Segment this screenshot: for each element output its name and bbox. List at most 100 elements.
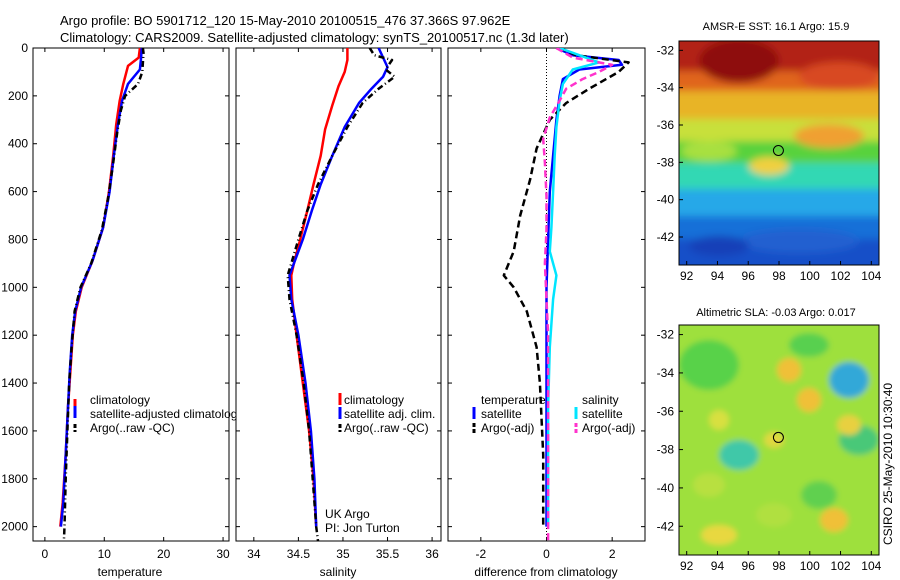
y-tick-label: -36 [657,404,675,418]
temperature-y-ticks: 0 200 400 600 800 1000 1200 1400 1600 1800 2000 [1,41,229,534]
salinity-axes-box [235,47,442,542]
legend-label: satellite adj. clim. [344,407,435,421]
x-tick-label: 34.5 [287,547,311,561]
x-tick-label: 94 [711,269,725,283]
salinity-annotation: UK Argo [325,507,370,521]
y-tick-label: 200 [8,89,28,103]
series-line-satellite-adj-clim- [288,48,389,527]
temperature-xlabel: temperature [98,565,163,579]
legend-label: satellite [481,407,522,421]
x-tick-label: 35.5 [376,547,400,561]
y-tick-label: 400 [8,137,28,151]
salinity-y-ticks [236,47,441,528]
x-tick-label: 20 [157,547,171,561]
difference-x-ticks: -2 0 2 [475,48,616,561]
salinity-lines [286,48,396,541]
x-tick-label: 2 [609,547,616,561]
series-line-salinity-satellite [546,48,601,527]
y-tick-label: 1800 [1,472,28,486]
sst-map-title: AMSR-E SST: 16.1 Argo: 15.9 [703,21,850,33]
temperature-x-ticks: 0 10 20 30 [42,48,230,561]
x-tick-label: 100 [800,269,820,283]
temperature-lines [59,48,145,541]
salinity-annotation: PI: Jon Turton [325,521,400,535]
legend-label: climatology [90,393,150,407]
x-tick-label: 0 [543,547,550,561]
x-tick-label: 96 [742,559,756,573]
legend-title-temperature: temperature [481,393,546,407]
y-tick-label: -32 [657,43,675,57]
salinity-panel: 34 34.5 35 35.5 36 salinity climatology sate… [235,47,442,579]
x-tick-label: 98 [772,269,786,283]
legend-label: Argo(..raw -QC) [90,421,175,435]
y-tick-label: -40 [657,193,675,207]
legend-label: satellite-adjusted climatolog [90,407,237,421]
y-tick-label: -42 [657,519,675,533]
series-line-temperature-argo-adj- [502,48,630,527]
x-tick-label: 104 [861,269,881,283]
x-tick-label: 94 [711,559,725,573]
temperature-axes-box [32,47,230,542]
series-line-argo-raw-qc- [62,48,145,541]
side-credit-label: CSIRO 25-May-2010 10:30:40 [881,383,895,545]
salinity-legend: climatology satellite adj. clim. Argo(..… [338,393,435,435]
y-tick-label: -34 [657,366,675,380]
x-tick-label: -2 [475,547,486,561]
difference-xlabel: difference from climatology [474,565,617,579]
y-tick-label: 1600 [1,424,28,438]
y-tick-label: -42 [657,230,675,244]
sst-x-ticks: 92 94 96 98 100 102 104 [680,261,882,283]
sst-heatmap [679,41,879,265]
legend-title-salinity: salinity [582,393,619,407]
x-tick-label: 100 [800,559,820,573]
sla-heatmap [679,325,879,555]
sla-x-ticks: 92 94 96 98 100 102 104 [680,551,882,573]
legend-label: Argo(..raw -QC) [344,421,429,435]
y-tick-label: -34 [657,81,675,95]
x-tick-label: 102 [831,269,851,283]
x-tick-label: 30 [216,547,230,561]
x-tick-label: 96 [742,269,756,283]
x-tick-label: 98 [772,559,786,573]
y-tick-label: -32 [657,328,675,342]
y-tick-label: 0 [21,41,28,55]
difference-panel: -2 0 2 difference from climatology tempera… [447,47,646,579]
salinity-xlabel: salinity [320,565,357,579]
x-tick-label: 34 [247,547,261,561]
difference-legend: temperature satellite Argo(-adj) salinit… [472,393,635,435]
argo-location-marker [772,144,784,156]
temperature-legend: climatology satellite-adjusted climatolo… [73,393,237,435]
y-tick-label: 1000 [1,280,28,294]
x-tick-label: 10 [98,547,112,561]
y-tick-label: 600 [8,185,28,199]
x-tick-label: 0 [42,547,49,561]
legend-label: Argo(-adj) [582,421,635,435]
figure-title-line2: Climatology: CARS2009. Satellite-adjuste… [60,30,569,45]
difference-lines [502,48,630,541]
y-tick-label: 1400 [1,376,28,390]
difference-y-ticks [448,47,645,528]
y-tick-label: 2000 [1,520,28,534]
sla-y-ticks: -32 -34 -36 -38 -40 -42 [657,328,683,533]
y-tick-label: -36 [657,118,675,132]
series-line-climatology [290,48,349,527]
y-tick-label: 1200 [1,328,28,342]
temperature-panel: 0 200 400 600 800 1000 1200 1400 1600 1800 2000 0 1… [1,41,237,579]
series-line-argo-raw-qc- [286,48,396,541]
y-tick-label: -38 [657,443,675,457]
x-tick-label: 92 [680,269,694,283]
sst-map-panel: AMSR-E SST: 16.1 Argo: 15.9 [657,21,882,283]
y-tick-label: -38 [657,155,675,169]
x-tick-label: 35 [336,547,350,561]
y-tick-label: 800 [8,232,28,246]
legend-label: satellite [582,407,623,421]
sla-map-title: Altimetric SLA: -0.03 Argo: 0.017 [696,307,856,319]
sla-map-panel: Altimetric SLA: -0.03 Argo: 0.017 [657,307,882,573]
x-tick-label: 102 [831,559,851,573]
sst-y-ticks: -32 -34 -36 -38 -40 -42 [657,43,683,244]
salinity-x-ticks: 34 34.5 35 35.5 36 [247,48,439,561]
series-line-salinity-argo-adj- [541,48,614,541]
y-tick-label: -40 [657,481,675,495]
x-tick-label: 104 [861,559,881,573]
